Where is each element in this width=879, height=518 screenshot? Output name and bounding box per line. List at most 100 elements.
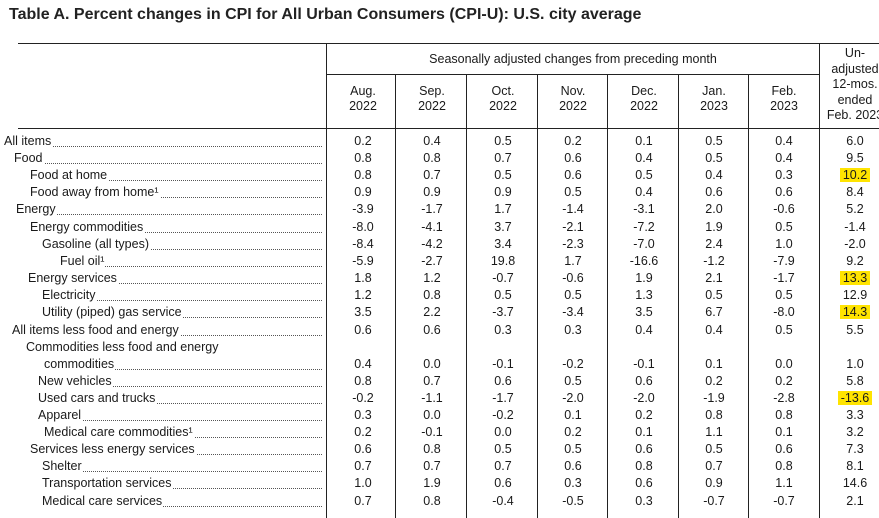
table-cell: 0.3 <box>775 168 793 182</box>
table-cell: -8.4 <box>352 237 374 251</box>
unadjusted-cell: 1.0 <box>825 356 879 373</box>
table-cell: 0.9 <box>494 185 512 199</box>
unadjusted-value: 3.3 <box>846 408 864 422</box>
leader-dots <box>16 213 322 215</box>
leader-dots <box>4 145 322 147</box>
table-cell: 0.6 <box>775 442 793 456</box>
row-label-text: Food away from home¹ <box>30 185 160 199</box>
table-cell: 0.2 <box>635 408 653 422</box>
column-divider <box>748 74 749 518</box>
row-label-text: commodities <box>44 357 116 371</box>
table-cell: 0.4 <box>635 185 653 199</box>
unadjusted-value: 3.2 <box>846 425 864 439</box>
table-cell: 0.7 <box>494 459 512 473</box>
row-label: Energy commodities <box>0 219 326 236</box>
table-cell: 0.8 <box>354 374 372 388</box>
table-cell: 1.1 <box>705 425 723 439</box>
table-cell: -2.8 <box>773 391 795 405</box>
unadjusted-cell: -1.4 <box>825 219 879 236</box>
table-cell: -7.0 <box>633 237 655 251</box>
table-cell: -2.3 <box>562 237 584 251</box>
month-label: Jan. <box>702 84 726 98</box>
table-cell: -1.2 <box>703 254 725 268</box>
column-divider <box>326 43 327 518</box>
table-cell: 0.4 <box>775 134 793 148</box>
table-cell: 0.1 <box>705 357 723 371</box>
month-column-header: Oct. 2022 <box>471 84 535 114</box>
table-cell: 19.8 <box>490 254 516 268</box>
table-cell: 0.2 <box>775 374 793 388</box>
table-cell: 3.4 <box>494 237 512 251</box>
leader-dots <box>38 402 322 404</box>
table-cell: 0.3 <box>564 476 582 490</box>
table-cell: 0.7 <box>354 494 372 508</box>
table-cell: 1.8 <box>354 271 372 285</box>
table-cell: 0.7 <box>423 374 441 388</box>
unadjusted-header-line: 12-mos. <box>832 77 878 91</box>
table-cell: 0.9 <box>354 185 372 199</box>
row-label-text: Apparel <box>38 408 83 422</box>
unadjusted-value: 9.2 <box>846 254 864 268</box>
unadjusted-value: 8.1 <box>846 459 864 473</box>
unadjusted-value: 14.6 <box>842 476 868 490</box>
table-cell: -3.1 <box>633 202 655 216</box>
month-label: Nov. <box>560 84 586 98</box>
table-cell: 1.1 <box>775 476 793 490</box>
unadjusted-value: -2.0 <box>844 237 866 251</box>
table-cell: 0.8 <box>775 459 793 473</box>
leader-dots <box>60 265 322 267</box>
column-divider <box>819 43 820 518</box>
unadjusted-cell: 2.1 <box>825 493 879 510</box>
unadjusted-value: 5.8 <box>846 374 864 388</box>
table-cell: -0.6 <box>562 271 584 285</box>
table-cell: 0.5 <box>494 134 512 148</box>
leader-dots <box>42 248 322 250</box>
table-cell: 0.5 <box>775 220 793 234</box>
table-cell: 0.0 <box>494 425 512 439</box>
table-cell: -0.1 <box>633 357 655 371</box>
table-cell: -8.0 <box>773 305 795 319</box>
column-divider <box>395 74 396 518</box>
table-cell: 0.4 <box>705 168 723 182</box>
table-cell: 3.5 <box>635 305 653 319</box>
month-column-header: Jan. 2023 <box>682 84 746 114</box>
table-cell: 0.4 <box>423 134 441 148</box>
table-cell: 1.7 <box>564 254 582 268</box>
unadjusted-value: 2.1 <box>846 494 864 508</box>
table-cell: 6.7 <box>705 305 723 319</box>
month-column-header: Nov. 2022 <box>541 84 605 114</box>
unadjusted-cell: 14.3 <box>825 304 879 321</box>
highlighted-value: 13.3 <box>839 271 871 285</box>
unadjusted-cell: 5.5 <box>825 322 879 339</box>
unadjusted-value: 5.5 <box>846 323 864 337</box>
table-cell: 0.8 <box>423 442 441 456</box>
table-cell: 0.7 <box>423 168 441 182</box>
table-cell: 0.7 <box>494 151 512 165</box>
row-label: Shelter <box>0 458 326 475</box>
table-cell: 0.0 <box>775 357 793 371</box>
table-cell: 0.6 <box>564 459 582 473</box>
unadjusted-header-line: ended <box>837 92 873 107</box>
row-label: New vehicles <box>0 373 326 390</box>
row-label-text: Fuel oil¹ <box>60 254 106 268</box>
table-cell: 0.6 <box>635 374 653 388</box>
year-label: 2022 <box>559 99 587 113</box>
table-cell: 2.4 <box>705 237 723 251</box>
table-cell: 0.8 <box>635 459 653 473</box>
group-header-rule <box>326 74 819 75</box>
row-label-text: All items <box>4 134 53 148</box>
table-cell: 0.5 <box>494 288 512 302</box>
table-cell: -0.6 <box>773 202 795 216</box>
unadjusted-cell: 12.9 <box>825 287 879 304</box>
table-cell: -2.7 <box>421 254 443 268</box>
year-label: 2022 <box>489 99 517 113</box>
table-cell: 0.1 <box>635 134 653 148</box>
unadjusted-value: 5.2 <box>846 202 864 216</box>
table-cell: 0.0 <box>423 408 441 422</box>
table-cell: 0.6 <box>354 323 372 337</box>
unadjusted-cell: 8.4 <box>825 184 879 201</box>
table-cell: -1.7 <box>773 271 795 285</box>
table-cell: 0.6 <box>494 476 512 490</box>
column-divider <box>678 74 679 518</box>
table-cell: -3.4 <box>562 305 584 319</box>
